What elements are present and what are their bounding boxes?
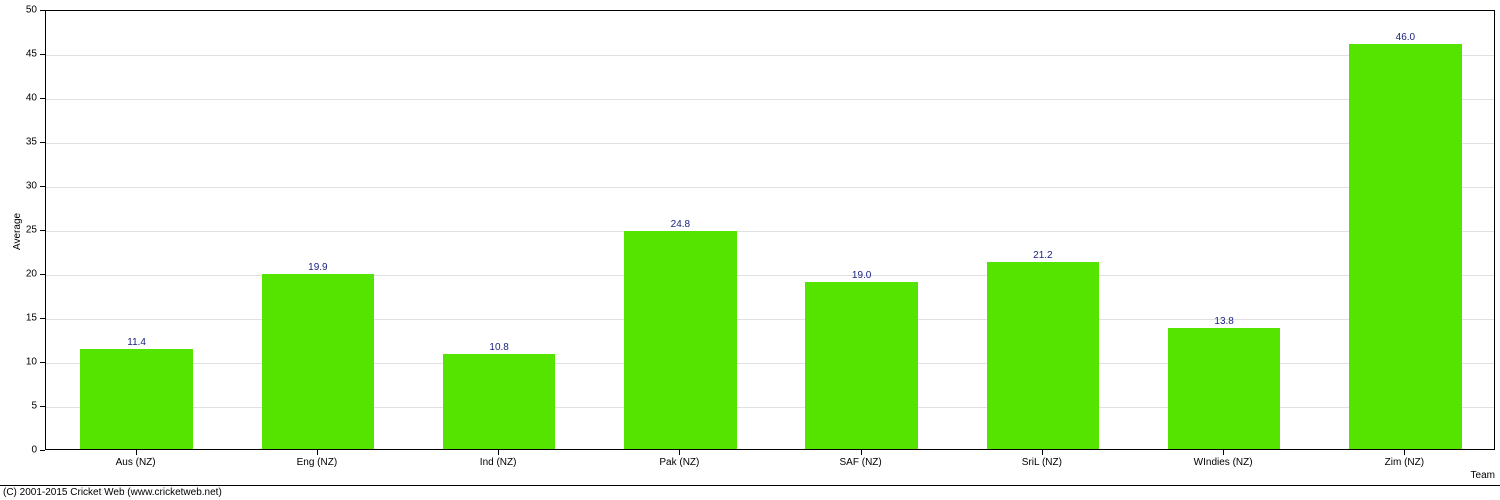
bar bbox=[1349, 44, 1461, 449]
gridline bbox=[46, 231, 1494, 232]
y-tick-mark bbox=[40, 230, 45, 231]
y-tick-mark bbox=[40, 98, 45, 99]
y-tick-label: 0 bbox=[0, 445, 37, 456]
y-tick-label: 50 bbox=[0, 5, 37, 16]
bar bbox=[443, 354, 555, 449]
y-tick-label: 35 bbox=[0, 137, 37, 148]
y-tick-mark bbox=[40, 450, 45, 451]
bar bbox=[1168, 328, 1280, 449]
x-axis-title: Team bbox=[1471, 470, 1495, 481]
x-tick-label: Eng (NZ) bbox=[297, 457, 338, 468]
gridline bbox=[46, 99, 1494, 100]
gridline bbox=[46, 143, 1494, 144]
bar-value-label: 19.9 bbox=[308, 262, 327, 273]
x-tick-mark bbox=[317, 450, 318, 455]
y-tick-mark bbox=[40, 274, 45, 275]
bar bbox=[805, 282, 917, 449]
bar bbox=[987, 262, 1099, 449]
x-tick-label: Pak (NZ) bbox=[659, 457, 699, 468]
bar-value-label: 11.4 bbox=[127, 337, 146, 348]
y-tick-mark bbox=[40, 54, 45, 55]
footer-separator bbox=[0, 485, 1500, 486]
bar bbox=[80, 349, 192, 449]
gridline bbox=[46, 187, 1494, 188]
x-tick-label: WIndies (NZ) bbox=[1194, 457, 1253, 468]
y-tick-mark bbox=[40, 318, 45, 319]
x-tick-label: SriL (NZ) bbox=[1022, 457, 1062, 468]
y-tick-mark bbox=[40, 10, 45, 11]
bar-value-label: 13.8 bbox=[1214, 316, 1233, 327]
x-tick-label: SAF (NZ) bbox=[840, 457, 882, 468]
y-tick-mark bbox=[40, 186, 45, 187]
gridline bbox=[46, 55, 1494, 56]
x-tick-label: Aus (NZ) bbox=[116, 457, 156, 468]
y-tick-label: 30 bbox=[0, 181, 37, 192]
y-tick-label: 25 bbox=[0, 225, 37, 236]
chart-container: 11.419.910.824.819.021.213.846.0 Average… bbox=[0, 0, 1500, 500]
x-tick-label: Ind (NZ) bbox=[480, 457, 517, 468]
y-tick-label: 15 bbox=[0, 313, 37, 324]
x-tick-mark bbox=[1404, 450, 1405, 455]
plot-area: 11.4 19.9 10.8 24.8 19.0 21.2 13.8 46.0 bbox=[45, 10, 1495, 450]
x-tick-mark bbox=[679, 450, 680, 455]
y-tick-mark bbox=[40, 362, 45, 363]
x-tick-mark bbox=[1223, 450, 1224, 455]
y-tick-label: 20 bbox=[0, 269, 37, 280]
x-tick-mark bbox=[1042, 450, 1043, 455]
y-tick-mark bbox=[40, 406, 45, 407]
x-tick-mark bbox=[861, 450, 862, 455]
x-tick-label: Zim (NZ) bbox=[1385, 457, 1424, 468]
bar-value-label: 21.2 bbox=[1033, 250, 1052, 261]
x-tick-mark bbox=[136, 450, 137, 455]
bar-value-label: 10.8 bbox=[489, 342, 508, 353]
x-tick-mark bbox=[498, 450, 499, 455]
y-tick-label: 45 bbox=[0, 49, 37, 60]
y-tick-mark bbox=[40, 142, 45, 143]
bar-value-label: 19.0 bbox=[852, 270, 871, 281]
copyright-text: (C) 2001-2015 Cricket Web (www.cricketwe… bbox=[3, 487, 222, 498]
bar-value-label: 46.0 bbox=[1396, 32, 1415, 43]
y-tick-label: 5 bbox=[0, 401, 37, 412]
bar bbox=[624, 231, 736, 449]
bar-value-label: 24.8 bbox=[671, 219, 690, 230]
bar bbox=[262, 274, 374, 449]
y-tick-label: 40 bbox=[0, 93, 37, 104]
y-tick-label: 10 bbox=[0, 357, 37, 368]
